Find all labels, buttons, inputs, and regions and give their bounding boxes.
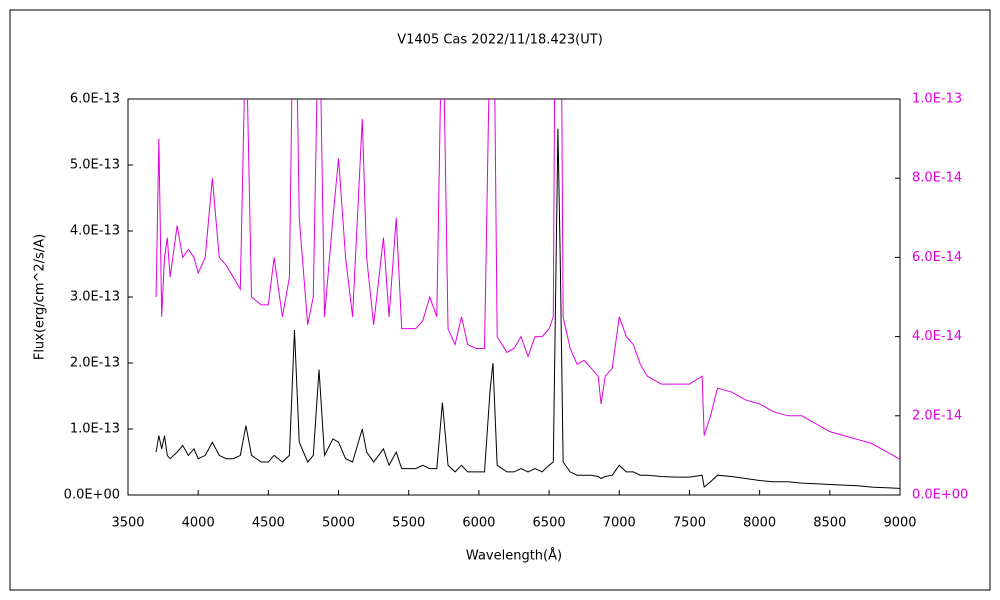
x-tick-label: 8000 <box>743 516 776 531</box>
y2-tick-label: 6.0E-14 <box>912 250 962 265</box>
x-tick-label: 3500 <box>111 516 144 531</box>
y-tick-label: 5.0E-13 <box>70 158 120 173</box>
y2-tick-label: 0.0E+00 <box>912 488 968 503</box>
y2-tick-label: 1.0E-13 <box>912 92 962 107</box>
y-tick-label: 4.0E-13 <box>70 224 120 239</box>
y-tick-label: 0.0E+00 <box>64 488 120 503</box>
x-tick-label: 7000 <box>603 516 636 531</box>
y-tick-label: 2.0E-13 <box>70 356 120 371</box>
x-tick-label: 5000 <box>322 516 355 531</box>
y2-tick-label: 2.0E-14 <box>912 408 962 423</box>
chart-title: V1405 Cas 2022/11/18.423(UT) <box>397 33 603 48</box>
y-tick-label: 1.0E-13 <box>70 422 120 437</box>
y-tick-label: 3.0E-13 <box>70 290 120 305</box>
x-axis-label: Wavelength(Å) <box>466 548 562 564</box>
x-tick-label: 9000 <box>883 516 916 531</box>
frame <box>9 9 991 591</box>
x-tick-label: 8500 <box>813 516 846 531</box>
y-tick-label: 6.0E-13 <box>70 92 120 107</box>
spectrum-line <box>155 99 900 460</box>
x-tick-label: 5500 <box>392 516 425 531</box>
spectrum-line <box>155 128 900 489</box>
x-tick-label: 7500 <box>673 516 706 531</box>
y-axis-label: Flux(erg/cm^2/s/A) <box>33 234 48 360</box>
x-tick-label: 4000 <box>182 516 215 531</box>
x-tick-label: 4500 <box>252 516 285 531</box>
y2-tick-label: 8.0E-14 <box>912 171 962 186</box>
x-tick-label: 6500 <box>533 516 566 531</box>
x-tick-label: 6000 <box>462 516 495 531</box>
y2-tick-label: 4.0E-14 <box>912 329 962 344</box>
